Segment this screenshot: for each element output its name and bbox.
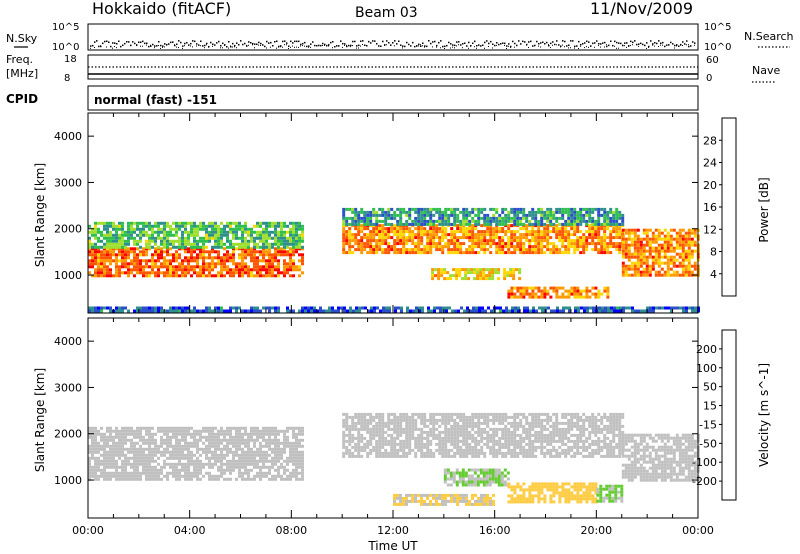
cpid-label: CPID (6, 92, 38, 106)
power-band-5 (507, 286, 610, 299)
colorbar-tick-label: 4 (710, 268, 717, 281)
nave-label: Nave (752, 64, 780, 77)
colorbar-tick-label: 16 (703, 201, 717, 214)
velocity-colorbar-label: Velocity [m s^-1] (757, 363, 771, 467)
colorbar-tick-label: -200 (692, 475, 717, 488)
freq-strip: Freq. [MHz] 18 8 60 0 Nave (6, 53, 780, 84)
colorbar-tick-label: 20 (703, 179, 717, 192)
xaxis-label: Time UT (367, 539, 418, 553)
power-ylabel: Slant Range [km] (33, 163, 47, 267)
velocity-band-5 (596, 484, 624, 503)
power-panel: 1000 2000 3000 4000 (54, 112, 700, 314)
velocity-band-4 (393, 493, 495, 506)
noise-tick-bottom-left: 10^0 (52, 42, 79, 53)
noise-tick-bottom-right: 10^0 (704, 42, 731, 53)
ytick-label: 1000 (54, 474, 82, 487)
freq-tick-top: 18 (64, 54, 77, 65)
colorbar-tick-label: 50 (703, 381, 717, 394)
xtick-label: 00:00 (72, 524, 104, 537)
velocity-band-0 (88, 426, 304, 481)
velocity-panel: 1000 2000 3000 4000 00:00 04:00 08:00 12:00 16:0… (54, 317, 714, 537)
colorbar-tick-label: -100 (692, 456, 717, 469)
ytick-label: 4000 (54, 335, 82, 348)
ytick-label: 2000 (54, 428, 82, 441)
xtick-label: 08:00 (275, 524, 307, 537)
xtick-label: 20:00 (580, 524, 612, 537)
xtick-label: 12:00 (377, 524, 409, 537)
nave-tick-top: 60 (706, 55, 719, 66)
colorbar-tick-label: 24 (703, 157, 717, 170)
colorbar-tick-label: -15 (699, 418, 717, 431)
beam-title: Beam 03 (355, 5, 418, 21)
nsearch-label: N.Search (744, 30, 794, 43)
cpid-program: normal (fast) -151 (94, 93, 217, 107)
colorbar-tick-label: 12 (703, 223, 717, 236)
power-band-1 (88, 221, 304, 249)
station-title: Hokkaido (fitACF) (92, 0, 231, 18)
freq-label-1: Freq. (6, 53, 33, 66)
colorbar-tick-label: 100 (696, 362, 717, 375)
nsky-label: N.Sky (6, 32, 38, 45)
colorbar-tick-label: 15 (703, 400, 717, 413)
velocity-band-6 (621, 433, 700, 482)
ytick-label: 1000 (54, 269, 82, 282)
power-band-7 (88, 306, 700, 313)
ytick-label: 3000 (54, 176, 82, 189)
ytick-label: 3000 (54, 381, 82, 394)
power-band-6 (621, 228, 700, 277)
velocity-band-2 (443, 468, 510, 487)
power-band-0 (88, 247, 304, 278)
velocity-band-3 (507, 482, 598, 504)
noise-tick-top-left: 10^5 (52, 22, 79, 33)
power-colorbar-label: Power [dB] (757, 177, 771, 242)
colorbar-tick-label: -50 (699, 437, 717, 450)
xtick-label: 16:00 (479, 524, 511, 537)
velocity-band-1 (342, 412, 625, 458)
power-band-4 (431, 268, 522, 281)
colorbar-tick-label: 28 (703, 134, 717, 147)
freq-tick-bottom: 8 (64, 73, 70, 84)
power-band-3 (342, 207, 625, 226)
xtick-label: 00:00 (682, 524, 714, 537)
power-colorbar: 4 8 12 16 20 24 28 (703, 117, 737, 297)
colorbar-tick-label: 8 (710, 246, 717, 259)
noise-marks (90, 40, 696, 49)
velocity-colorbar: 200 100 50 15 -15 -50 -100 -200 (692, 329, 737, 501)
noise-strip: N.Sky 10^5 10^0 10^5 10^0 N.Search (6, 22, 794, 53)
freq-label-2: [MHz] (6, 67, 38, 80)
nave-tick-bottom: 0 (706, 73, 712, 84)
date-title: 11/Nov/2009 (590, 0, 693, 18)
colorbar-tick-label: 200 (696, 343, 717, 356)
xtick-label: 04:00 (174, 524, 206, 537)
ytick-label: 4000 (54, 130, 82, 143)
power-band-2 (342, 224, 625, 255)
ytick-label: 2000 (54, 223, 82, 236)
noise-tick-top-right: 10^5 (704, 22, 731, 33)
velocity-ylabel: Slant Range [km] (33, 368, 47, 472)
